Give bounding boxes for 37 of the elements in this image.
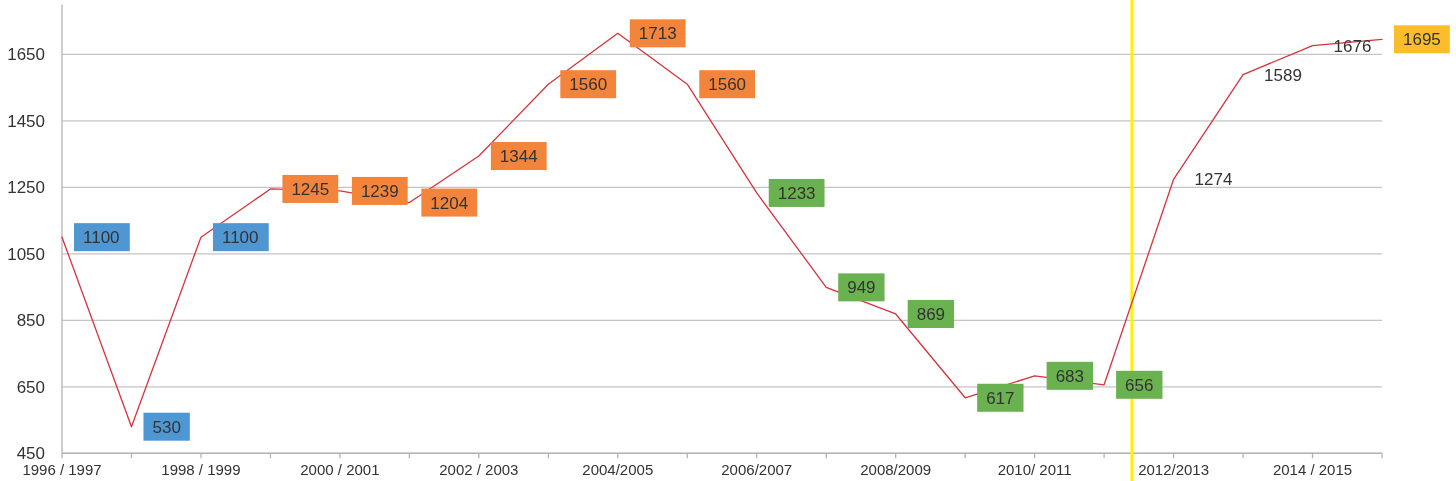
data-label: 1344 bbox=[499, 147, 538, 167]
x-tick-label: 2000 / 2001 bbox=[300, 461, 380, 479]
data-label: 1676 bbox=[1333, 36, 1372, 56]
data-label: 949 bbox=[847, 278, 876, 298]
y-tick-label: 1050 bbox=[7, 244, 45, 264]
y-tick-label: 650 bbox=[16, 377, 45, 397]
data-label: 530 bbox=[152, 417, 181, 437]
x-tick-label: 1996 / 1997 bbox=[22, 461, 102, 479]
y-tick-label: 1450 bbox=[7, 111, 45, 131]
data-label: 1100 bbox=[221, 228, 259, 248]
data-label: 869 bbox=[916, 305, 946, 325]
x-tick-label: 2004/2005 bbox=[582, 461, 654, 479]
data-label: 1589 bbox=[1264, 65, 1302, 85]
data-label: 1695 bbox=[1403, 30, 1441, 50]
y-tick-label: 850 bbox=[16, 311, 45, 331]
y-tick-label: 1250 bbox=[7, 178, 45, 198]
y-tick-label: 450 bbox=[16, 444, 45, 464]
data-label: 1274 bbox=[1194, 170, 1233, 190]
x-tick-label: 1998 / 1999 bbox=[161, 461, 241, 479]
data-label: 683 bbox=[1055, 366, 1085, 386]
y-tick-label: 1650 bbox=[7, 45, 45, 65]
data-label: 1713 bbox=[638, 24, 677, 44]
data-label: 1560 bbox=[569, 75, 608, 95]
x-tick-label: 2006/2007 bbox=[721, 461, 793, 479]
x-tick-label: 2002 / 2003 bbox=[439, 461, 519, 479]
data-label: 656 bbox=[1125, 375, 1154, 395]
data-label: 1100 bbox=[83, 228, 120, 248]
x-tick-label: 2008/2009 bbox=[860, 461, 932, 479]
data-label: 1239 bbox=[360, 182, 399, 202]
data-label: 617 bbox=[986, 388, 1015, 408]
data-label: 1560 bbox=[708, 75, 747, 95]
data-label: 1245 bbox=[291, 180, 330, 200]
x-tick-label: 2012/2013 bbox=[1138, 461, 1210, 479]
data-label: 1204 bbox=[430, 193, 469, 213]
x-tick-label: 2014 / 2015 bbox=[1272, 461, 1353, 479]
data-label: 1233 bbox=[777, 184, 816, 204]
x-tick-label: 2010/ 2011 bbox=[997, 461, 1072, 479]
